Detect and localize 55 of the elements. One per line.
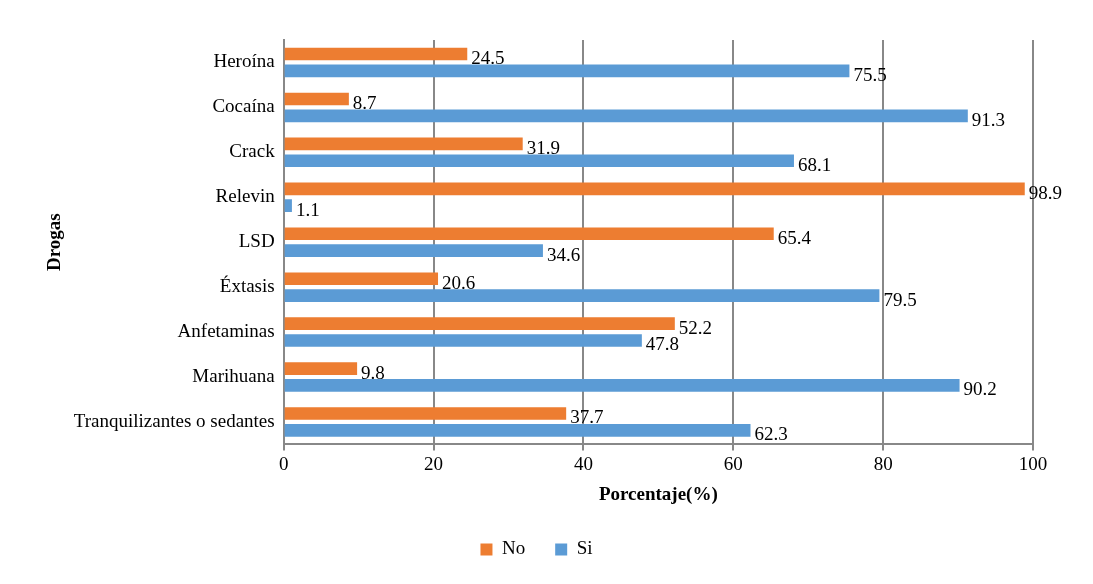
bar [284,244,543,257]
legend-label: No [501,537,526,559]
y-tick-label: LSD [238,230,275,252]
bar [284,109,968,123]
data-label: 24.5 [471,47,505,69]
data-label: 65.4 [777,226,812,248]
bar [284,199,292,213]
bar [284,407,567,420]
data-label: 79.5 [883,288,917,310]
x-tick-label: 0 [278,452,289,474]
bar [284,227,774,241]
x-tick-label: 80 [873,452,893,474]
data-label: 31.9 [526,136,560,158]
y-tick-label: Cocaína [212,95,276,117]
data-label: 1.1 [295,198,320,220]
data-label: 90.2 [963,378,997,400]
data-label: 34.6 [546,243,581,265]
bar [284,379,960,392]
x-axis-title: Porcentaje(%) [598,482,718,505]
bar [284,137,523,151]
data-label: 9.8 [361,361,385,383]
bar [284,334,642,347]
bar [284,317,675,330]
bar [284,182,1025,196]
x-tick-label: 100 [1018,452,1048,474]
legend-label: Si [576,537,593,559]
bar [284,289,880,302]
bar [284,154,794,168]
y-tick-label: Éxtasis [219,275,275,297]
x-tick-label: 60 [723,452,743,474]
data-label: 62.3 [754,423,788,445]
y-tick-label: Marihuana [192,364,276,386]
data-label: 37.7 [570,406,604,428]
data-label: 52.2 [678,316,713,338]
data-label: 8.7 [352,91,377,113]
bar [284,272,439,286]
y-tick-label: Crack [229,140,276,162]
data-label: 47.8 [645,333,680,355]
x-tick-label: 20 [424,452,444,474]
bar [284,92,349,106]
data-label: 98.9 [1028,181,1063,203]
bar [284,424,751,437]
data-label: 68.1 [797,153,832,175]
y-tick-label: Anfetaminas [177,320,275,342]
bar [284,47,468,61]
y-axis-title: Drogas [43,213,65,272]
y-tick-label: Tranquilizantes o sedantes [73,409,275,431]
bar [284,362,358,375]
data-label: 75.5 [853,63,887,85]
y-tick-label: Heroína [213,50,276,72]
data-label: 91.3 [971,108,1006,130]
bar [284,64,850,78]
y-tick-label: Relevin [215,185,276,207]
data-label: 20.6 [442,271,476,293]
x-tick-label: 40 [573,452,593,474]
